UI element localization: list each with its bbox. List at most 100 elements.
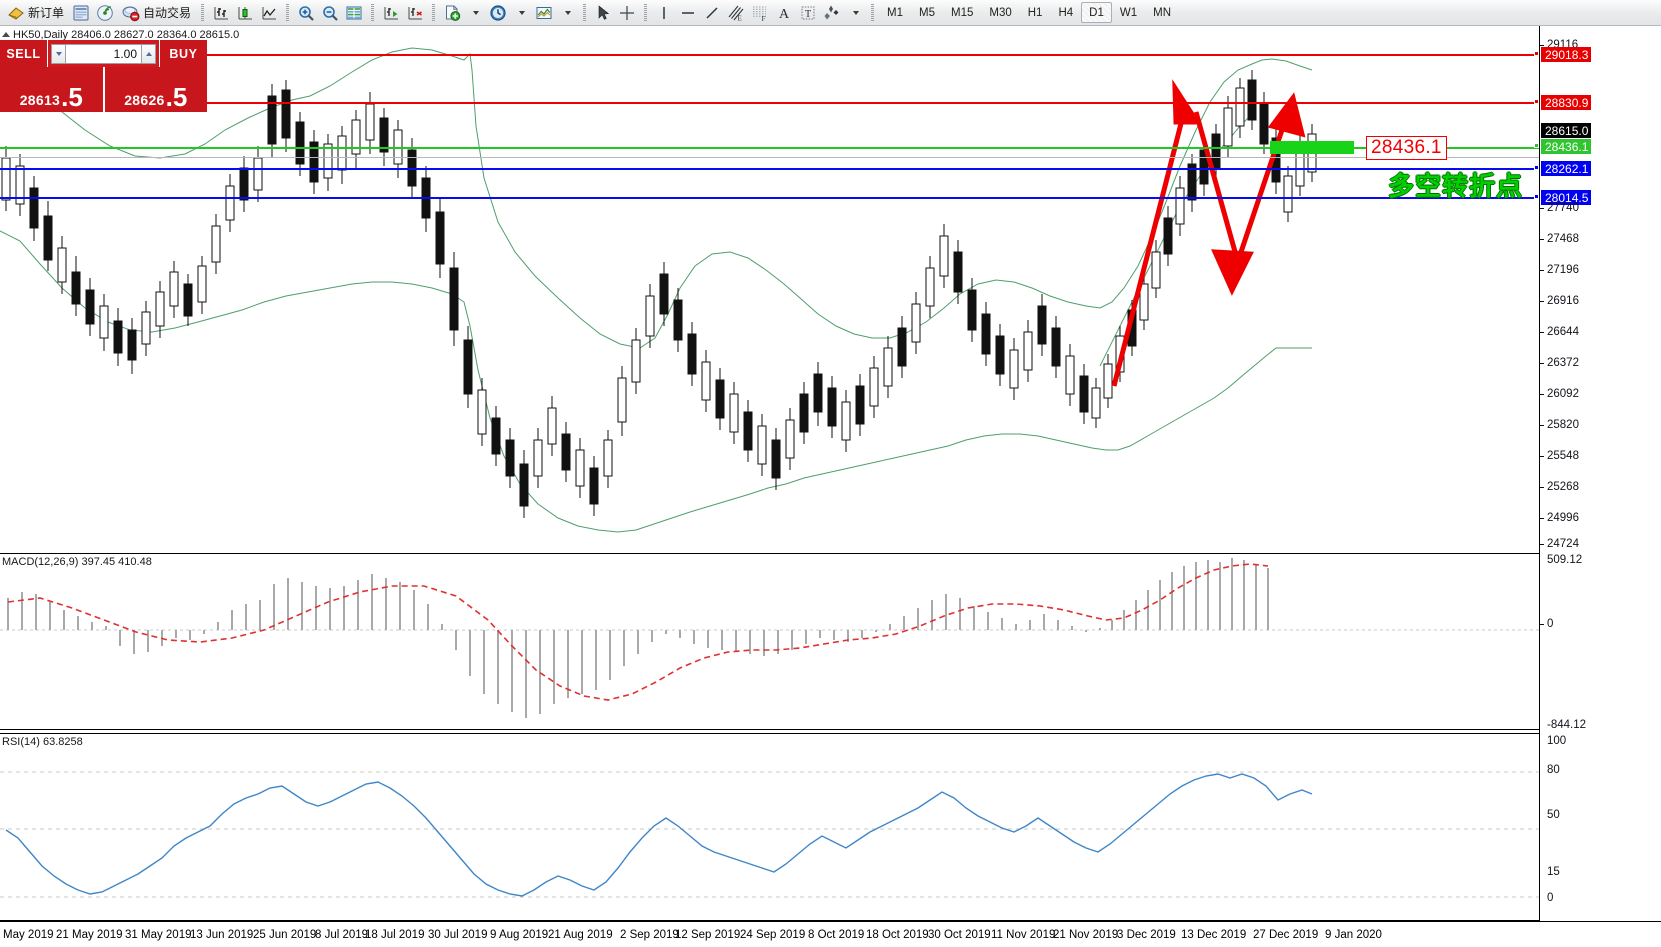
hline-29018[interactable] bbox=[0, 54, 1539, 56]
price-tick: 25268 bbox=[1540, 481, 1579, 493]
sell-price-int: 28613 bbox=[19, 92, 61, 108]
svg-text:A: A bbox=[779, 7, 790, 22]
price-label-support-2[interactable]: 28014.5 bbox=[1541, 190, 1592, 205]
price-label-resistance-1[interactable]: 29018.3 bbox=[1541, 47, 1592, 62]
timeframe-mn[interactable]: MN bbox=[1153, 6, 1171, 19]
bar-chart-button[interactable] bbox=[209, 2, 233, 24]
horizontal-line-tool-button[interactable] bbox=[676, 2, 700, 24]
text-label-tool-button[interactable]: T bbox=[796, 2, 820, 24]
svg-text:F: F bbox=[762, 15, 766, 22]
hline-28014[interactable] bbox=[0, 197, 1539, 199]
price-annotation-box[interactable]: 28436.1 bbox=[1366, 136, 1447, 160]
new-order-icon bbox=[7, 4, 25, 22]
rsi-tick: 50 bbox=[1547, 809, 1560, 821]
timeframe-d1[interactable]: D1 bbox=[1081, 2, 1112, 23]
period-button[interactable] bbox=[486, 2, 510, 24]
crosshair-tool-button[interactable] bbox=[615, 2, 639, 24]
chart-area[interactable]: 28436.1 多空转折点 HK50,Daily 28406.0 28627.0… bbox=[0, 26, 1661, 947]
timeframe-m5[interactable]: M5 bbox=[919, 6, 935, 19]
data-window-button[interactable] bbox=[69, 2, 93, 24]
data-window-icon bbox=[72, 4, 90, 22]
candlestick-chart-button[interactable] bbox=[233, 2, 257, 24]
fibonacci-retracement-icon: F bbox=[751, 4, 769, 22]
cursor-tool-button[interactable] bbox=[591, 2, 615, 24]
text-tool-button[interactable]: A bbox=[772, 2, 796, 24]
equidistant-channel-tool-button[interactable]: E bbox=[724, 2, 748, 24]
macd-pane[interactable]: MACD(12,26,9) 397.45 410.48 bbox=[0, 553, 1539, 730]
add-indicator-dropdown[interactable] bbox=[464, 2, 486, 24]
market-watch-button[interactable] bbox=[342, 2, 366, 24]
price-pane[interactable]: 28436.1 多空转折点 HK50,Daily 28406.0 28627.0… bbox=[0, 26, 1539, 550]
navigator-button[interactable] bbox=[93, 2, 117, 24]
template-chart-icon bbox=[535, 4, 553, 22]
price-label-current: 28615.0 bbox=[1541, 123, 1592, 138]
price-tick: 26916 bbox=[1540, 295, 1579, 307]
trendline-tool-button[interactable] bbox=[700, 2, 724, 24]
add-indicator-button[interactable] bbox=[440, 2, 464, 24]
line-handle[interactable] bbox=[1534, 165, 1539, 170]
auto-trading-button[interactable]: 自动交易 bbox=[117, 2, 196, 24]
price-label-support-1[interactable]: 28262.1 bbox=[1541, 161, 1592, 176]
svg-text:T: T bbox=[805, 9, 811, 20]
timeframe-m30[interactable]: M30 bbox=[989, 6, 1012, 19]
chart-shift-button[interactable] bbox=[379, 2, 403, 24]
hline-28831[interactable] bbox=[0, 102, 1539, 104]
period-dropdown[interactable] bbox=[510, 2, 532, 24]
templates-dropdown[interactable] bbox=[556, 2, 578, 24]
sell-button[interactable]: SELL bbox=[0, 40, 48, 67]
line-handle[interactable] bbox=[1534, 51, 1539, 56]
chevron-up-icon bbox=[145, 51, 152, 56]
zoom-out-button[interactable] bbox=[318, 2, 342, 24]
price-label-resistance-2[interactable]: 28830.9 bbox=[1541, 95, 1592, 110]
sell-price[interactable]: 28613 .5 bbox=[0, 67, 105, 112]
templates-button[interactable] bbox=[532, 2, 556, 24]
rsi-pane[interactable]: RSI(14) 63.8258 bbox=[0, 733, 1539, 921]
rsi-tick: 100 bbox=[1547, 735, 1567, 747]
timeframe-h4[interactable]: H4 bbox=[1058, 6, 1074, 19]
chart-autoscroll-icon bbox=[406, 4, 424, 22]
new-order-button[interactable]: 新订单 bbox=[2, 2, 69, 24]
buy-price[interactable]: 28626 .5 bbox=[104, 67, 207, 112]
timeframe-m15[interactable]: M15 bbox=[951, 6, 974, 19]
chart-autoscroll-button[interactable] bbox=[403, 2, 427, 24]
price-scale[interactable]: 29116 29018.3 28830.9 28615.0 28436.1 28… bbox=[1534, 26, 1661, 921]
fibonacci-tool-button[interactable]: F bbox=[748, 2, 772, 24]
hline-28436[interactable] bbox=[0, 147, 1539, 149]
zoom-in-button[interactable] bbox=[294, 2, 318, 24]
volume-stepper[interactable]: 1.00 bbox=[48, 40, 159, 67]
toolbar-separator bbox=[869, 3, 876, 22]
timeframe-h1[interactable]: H1 bbox=[1027, 6, 1043, 19]
time-tick: 18 Oct 2019 bbox=[866, 929, 929, 941]
shapes-tool-button[interactable] bbox=[820, 2, 844, 24]
vertical-line-tool-button[interactable] bbox=[652, 2, 676, 24]
volume-increase-button[interactable] bbox=[141, 43, 156, 64]
collapse-triangle-icon[interactable] bbox=[2, 32, 10, 37]
one-click-trading-panel[interactable]: SELL 1.00 BUY 28613 .5 28626 .5 bbox=[0, 40, 207, 114]
hline-28262[interactable] bbox=[0, 168, 1539, 170]
rsi-plot bbox=[0, 771, 1539, 898]
buy-price-int: 28626 bbox=[124, 92, 165, 108]
line-handle[interactable] bbox=[1534, 99, 1539, 104]
expert-advisor-icon bbox=[122, 4, 140, 22]
line-handle[interactable] bbox=[1534, 143, 1539, 148]
hline-28615-current bbox=[0, 157, 1539, 158]
macd-label: MACD(12,26,9) 397.45 410.48 bbox=[2, 556, 152, 568]
timeframe-w1[interactable]: W1 bbox=[1119, 6, 1138, 19]
line-chart-button[interactable] bbox=[257, 2, 281, 24]
chevron-down-icon bbox=[518, 10, 525, 15]
timeframe-m1[interactable]: M1 bbox=[887, 6, 904, 19]
buy-button[interactable]: BUY bbox=[159, 40, 207, 67]
shapes-tool-dropdown[interactable] bbox=[844, 2, 866, 24]
green-highlight-bar[interactable] bbox=[1270, 141, 1354, 154]
chevron-down-icon bbox=[55, 51, 62, 56]
time-tick: 30 Jul 2019 bbox=[428, 929, 488, 941]
auto-trading-label: 自动交易 bbox=[143, 6, 192, 20]
price-label-pivot[interactable]: 28436.1 bbox=[1541, 139, 1592, 154]
time-axis[interactable]: May 2019 21 May 2019 31 May 2019 13 Jun … bbox=[0, 921, 1661, 947]
text-icon: A bbox=[775, 4, 793, 22]
sell-price-dec: .5 bbox=[61, 82, 83, 112]
chinese-note-annotation[interactable]: 多空转折点 bbox=[1388, 172, 1524, 202]
volume-input[interactable]: 1.00 bbox=[66, 43, 141, 64]
volume-decrease-button[interactable] bbox=[51, 43, 66, 64]
line-handle[interactable] bbox=[1534, 194, 1539, 199]
